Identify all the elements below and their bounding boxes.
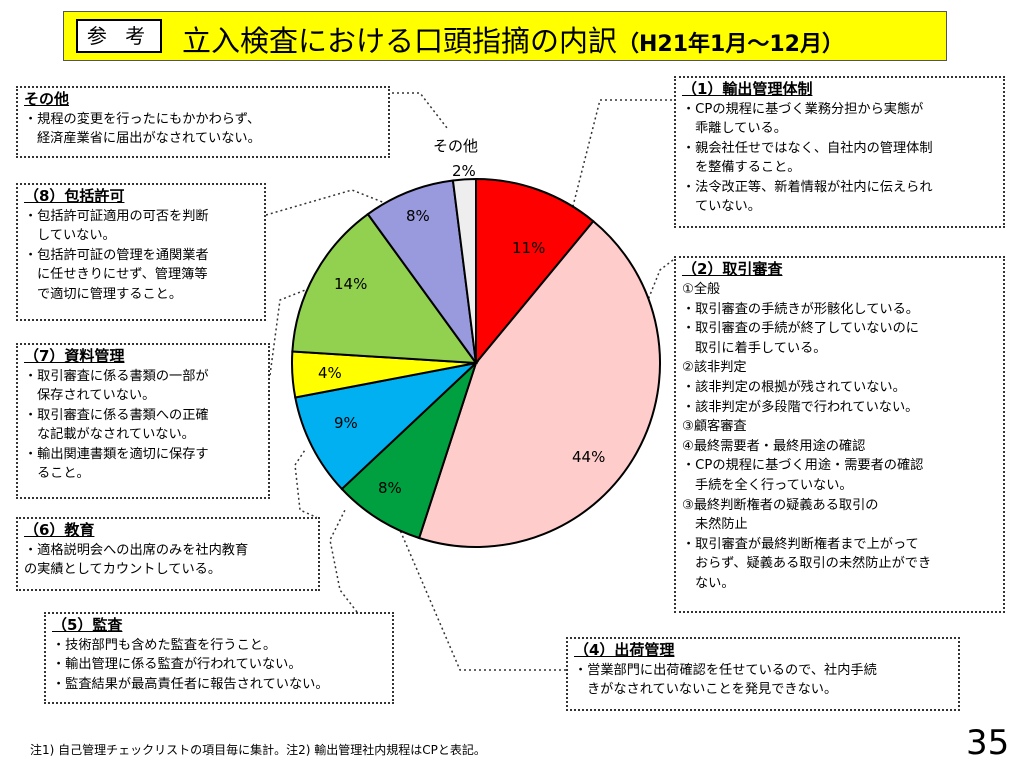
- title-period: （H21年1月～12月）: [617, 32, 844, 57]
- box-1-line: を整備すること。: [695, 160, 801, 176]
- leader-b7: [269, 284, 319, 376]
- box-2-line: 未然防止: [695, 517, 748, 533]
- pie-slice-2: [417, 219, 661, 548]
- slice-label-5: 9%: [334, 414, 358, 432]
- leader-sonota: [392, 92, 448, 129]
- box-4-line: ・営業部門に出荷確認を任せているので、社内手続: [574, 663, 877, 678]
- leader-b8: [265, 189, 391, 216]
- box-2-line: ・取引審査の手続きが形骸化している。: [682, 301, 919, 317]
- box-1-heading: （1）輸出管理体制: [682, 80, 813, 98]
- box-5-audit: （5）監査 ・技術部門も含めた監査を行うこと。 ・輸出管理に係る監査が行われてい…: [44, 612, 394, 704]
- pie-slice-6: [291, 212, 479, 365]
- slice-label-1: 11%: [512, 239, 546, 257]
- box-1-line: 乖離している。: [695, 121, 787, 137]
- leader-b6: [294, 449, 319, 519]
- box-7-line: ・取引審査に係る書類への正確: [24, 407, 209, 423]
- footnote: 注1) 自己管理チェックリストの項目毎に集計。注2) 輸出管理社内規程はCPと表…: [30, 743, 486, 757]
- box-2-line: ・該非判定が多段階で行われていない。: [682, 399, 919, 415]
- pie-slice-1: [475, 177, 595, 366]
- slice-label-6: 4%: [318, 364, 342, 382]
- box-5-line: ・輸出管理に係る監査が行われていない。: [52, 657, 302, 673]
- box-1-line: ・親会社任せではなく、自社内の管理体制: [682, 140, 933, 156]
- box-2-line: ②該非判定: [682, 360, 747, 376]
- box-5-line: ・技術部門も含めた監査を行うこと。: [52, 638, 277, 653]
- box-1-line: ・CPの規程に基づく業務分担から実態が: [682, 102, 924, 117]
- page-title: 立入検査における口頭指摘の内訳（H21年1月～12月）: [182, 18, 844, 60]
- box-2-line: ④最終需要者・最終用途の確認: [682, 438, 866, 454]
- leader-b4: [399, 529, 566, 671]
- box-7-line: ・輸出関連書類を適切に保存す: [24, 446, 209, 462]
- other-slice-label: その他: [433, 137, 479, 155]
- box-7-heading: （7）資料管理: [24, 347, 125, 365]
- box-4-line: きがなされていないことを発見できない。: [587, 682, 838, 698]
- box-2-line: ・該非判定の根拠が残されていない。: [682, 379, 906, 395]
- box-5-line: ・監査結果が最高責任者に報告されていない。: [52, 676, 329, 692]
- box-8-line: に任せきりにせず、管理簿等: [37, 267, 208, 283]
- leader-b5: [329, 509, 358, 613]
- title-main: 立入検査における口頭指摘の内訳: [182, 24, 618, 58]
- box-2-line: 手続を全く行っていない。: [695, 477, 853, 493]
- slice-label-7: 14%: [334, 275, 368, 293]
- box-5-heading: （5）監査: [52, 616, 123, 634]
- box-2-line: ①全般: [682, 282, 721, 297]
- box-8-comprehensive-license: （8）包括許可 ・包括許可証適用の可否を判断 していない。 ・包括許可証の管理を…: [16, 183, 266, 321]
- box-2-line: おらず、疑義ある取引の未然防止ができ: [695, 556, 932, 572]
- box-7-line: ること。: [37, 466, 90, 482]
- box-8-line: していない。: [37, 228, 116, 244]
- box-2-line: ・取引審査の手続が終了していないのに: [682, 321, 919, 337]
- box-4-shipping-management: （4）出荷管理 ・営業部門に出荷確認を任せているので、社内手続 きがなされていな…: [566, 637, 960, 711]
- box-other: その他 ・規程の変更を行ったにもかかわらず、 経済産業省に届出がなされていない。: [16, 86, 390, 158]
- slice-label-other: 2%: [452, 162, 476, 180]
- box-7-line: ・取引審査に係る書類の一部が: [24, 369, 209, 384]
- title-bar: 参 考 立入検査における口頭指摘の内訳（H21年1月～12月）: [63, 11, 947, 61]
- slice-label-4: 8%: [378, 479, 402, 497]
- pie-slice-8: [451, 177, 477, 364]
- box-8-line: で適切に管理すること。: [37, 286, 183, 302]
- slice-label-2: 44%: [572, 448, 606, 466]
- box-7-document-management: （7）資料管理 ・取引審査に係る書類の一部が 保存されていない。 ・取引審査に係…: [16, 343, 270, 499]
- box-2-transaction-screening: （2）取引審査 ①全般 ・取引審査の手続きが形骸化している。 ・取引審査の手続が…: [674, 256, 1005, 613]
- box-8-line: ・包括許可証の管理を通関業者: [24, 247, 209, 263]
- box-6-line: の実績としてカウントしている。: [24, 562, 222, 578]
- pie-slice-7: [366, 179, 477, 364]
- box-2-line: ・CPの規程に基づく用途・需要者の確認: [682, 458, 924, 474]
- box-1-line: ていない。: [695, 199, 761, 215]
- box-8-heading: （8）包括許可: [24, 187, 125, 205]
- box-7-line: 保存されていない。: [37, 388, 156, 404]
- leader-b1: [571, 99, 672, 211]
- box-8-line: ・包括許可証適用の可否を判断: [24, 209, 209, 224]
- pie-slice-3: [340, 362, 477, 540]
- box-2-line: ③顧客審査: [682, 419, 747, 435]
- box-7-line: な記載がなされていない。: [37, 427, 195, 443]
- page-number: 35: [966, 723, 1010, 763]
- box-2-line: 取引に着手している。: [695, 340, 827, 356]
- box-4-heading: （4）出荷管理: [574, 641, 675, 659]
- box-other-line: 経済産業省に届出がなされていない。: [37, 131, 261, 147]
- box-2-line: ③最終判断権者の疑義ある取引の: [682, 497, 879, 513]
- box-other-heading: その他: [24, 90, 70, 108]
- box-1-line: ・法令改正等、新着情報が社内に伝えられ: [682, 179, 933, 195]
- slice-label-8: 8%: [406, 207, 430, 225]
- box-other-line: ・規程の変更を行ったにもかかわらず、: [24, 112, 261, 127]
- box-2-line: ない。: [695, 575, 735, 591]
- pie-slice-4: [294, 361, 480, 491]
- reference-badge: 参 考: [76, 19, 162, 53]
- box-2-line: ・取引審査が最終判断権者まで上がって: [682, 536, 919, 552]
- box-1-export-control-system: （1）輸出管理体制 ・CPの規程に基づく業務分担から実態が 乖離している。 ・親…: [674, 76, 1005, 228]
- box-2-heading: （2）取引審査: [682, 260, 783, 278]
- box-6-heading: （6）教育: [24, 521, 95, 539]
- box-6-line: ・適格説明会への出席のみを社内教育: [24, 543, 249, 558]
- box-6-education: （6）教育 ・適格説明会への出席のみを社内教育 の実績としてカウントしている。: [16, 517, 320, 591]
